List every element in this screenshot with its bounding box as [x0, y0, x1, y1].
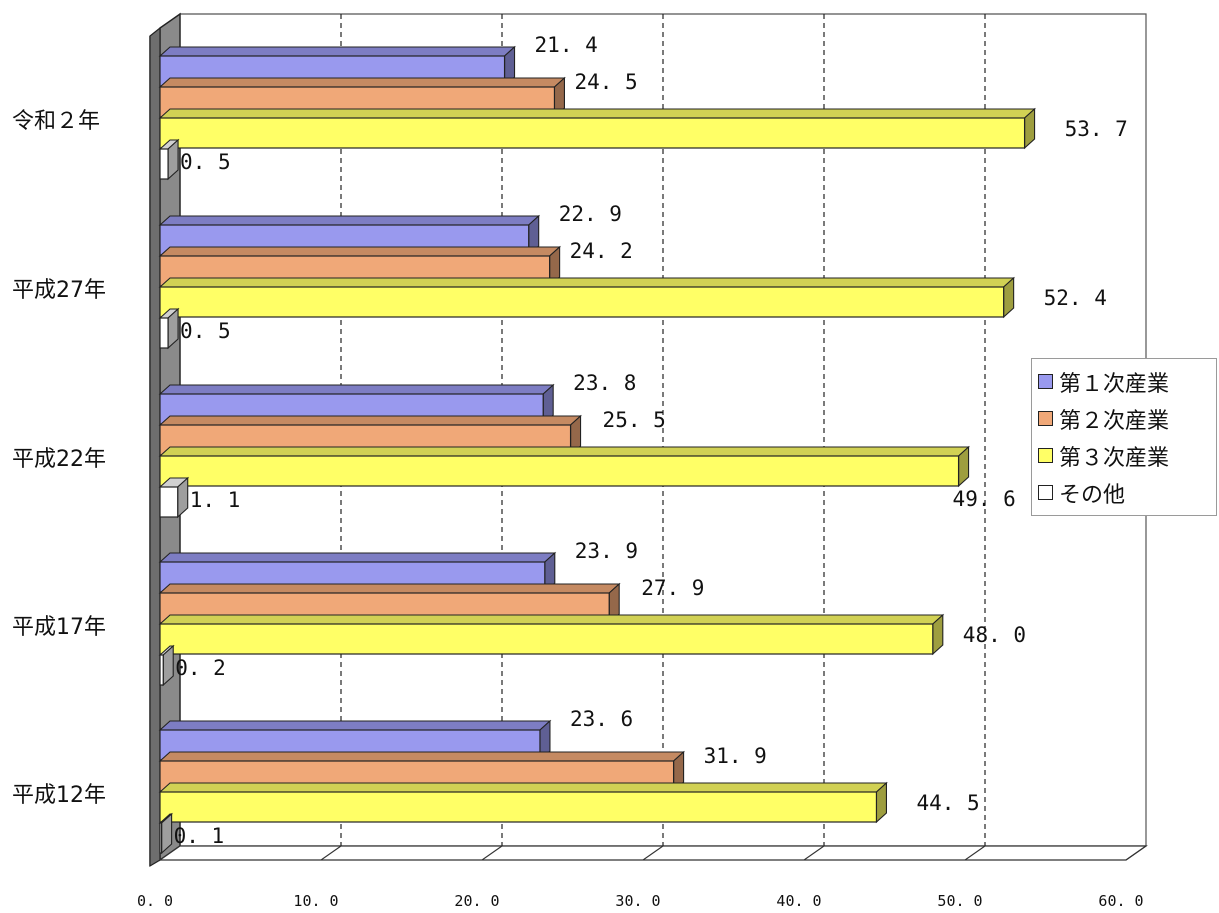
data-label: 0. 1: [174, 824, 225, 848]
bar: [159, 317, 169, 349]
data-labels: 21. 4 24. 5 53. 7 0. 5 22. 9 24. 2 52. 4 0. 5 23…: [174, 33, 1128, 848]
category-label: 平成22年: [12, 447, 106, 472]
side-wall-face: [149, 26, 161, 868]
bar-top-face: [158, 277, 1016, 288]
legend-item-other: その他: [1038, 474, 1216, 511]
data-label: 23. 9: [575, 539, 638, 563]
bar-top-face: [158, 415, 582, 426]
x-tick-label: 60. 0: [1098, 892, 1143, 910]
x-tick-label: 0. 0: [137, 892, 173, 910]
data-label: 0. 5: [180, 319, 231, 343]
data-label: 49. 6: [953, 487, 1016, 511]
data-label: 0. 5: [180, 150, 231, 174]
bar-top-face: [158, 108, 1037, 119]
data-label: 0. 2: [175, 656, 226, 680]
floor-tick-line: [964, 845, 986, 861]
bar-top-face: [158, 583, 621, 594]
bar: [159, 148, 169, 180]
floor-tick-line: [1125, 845, 1147, 861]
floor-tick-line: [320, 845, 342, 861]
legend-item-secondary-industry: 第２次産業: [1038, 400, 1216, 437]
data-label: 24. 2: [570, 239, 633, 263]
legend-label: 第２次産業: [1059, 408, 1170, 434]
x-tick-label: 10. 0: [293, 892, 338, 910]
data-label: 25. 5: [603, 408, 666, 432]
legend-swatch: [1038, 448, 1053, 463]
bar-top-face: [158, 46, 516, 57]
bar: [159, 822, 163, 854]
category-label: 平成27年: [12, 278, 106, 303]
x-tick-label: 50. 0: [937, 892, 982, 910]
bar: [159, 791, 878, 823]
x-tick-label: 40. 0: [776, 892, 821, 910]
bar-top-face: [158, 246, 562, 257]
legend-label: 第１次産業: [1059, 371, 1170, 397]
bar-top-face: [158, 384, 555, 395]
legend-label: その他: [1059, 482, 1126, 508]
bar: [159, 286, 1005, 318]
data-label: 52. 4: [1044, 286, 1107, 310]
x-axis-ticks: 0. 0 10. 0 20. 0 30. 0 40. 0 50. 0 60. 0: [137, 892, 1144, 910]
bar-top-face: [158, 552, 557, 563]
data-label: 24. 5: [574, 70, 637, 94]
legend-label: 第３次産業: [1059, 445, 1170, 471]
bar-top-face: [158, 720, 552, 731]
data-label: 23. 8: [573, 371, 636, 395]
bar: [159, 654, 164, 686]
legend-item-tertiary-industry: 第３次産業: [1038, 437, 1216, 474]
floor-tick-line: [803, 845, 825, 861]
data-label: 21. 4: [535, 33, 598, 57]
bar: [159, 117, 1026, 149]
legend-swatch: [1038, 374, 1053, 389]
category-label: 令和２年: [12, 109, 100, 134]
data-label: 23. 6: [570, 707, 633, 731]
legend: 第１次産業 第２次産業 第３次産業 その他: [1031, 358, 1217, 516]
bar: [159, 623, 934, 655]
bar: [159, 486, 179, 518]
data-label: 44. 5: [916, 791, 979, 815]
legend-item-primary-industry: 第１次産業: [1038, 363, 1216, 400]
data-label: 1. 1: [190, 488, 241, 512]
bar-top-face: [158, 215, 541, 226]
legend-swatch: [1038, 485, 1053, 500]
category-label: 平成12年: [12, 783, 106, 808]
bar-top-face: [158, 614, 945, 625]
legend-swatch: [1038, 411, 1053, 426]
data-label: 27. 9: [641, 576, 704, 600]
floor-tick-line: [481, 845, 503, 861]
x-tick-label: 20. 0: [454, 892, 499, 910]
bar-top-face: [158, 77, 566, 88]
floor-tick-line: [642, 845, 664, 861]
data-label: 31. 9: [704, 744, 767, 768]
bar: [159, 455, 960, 487]
x-tick-label: 30. 0: [615, 892, 660, 910]
bars: [158, 45, 1037, 855]
bar-top-face: [158, 751, 686, 762]
bar-top-face: [158, 446, 970, 457]
data-label: 48. 0: [963, 623, 1026, 647]
data-label: 22. 9: [559, 202, 622, 226]
bar-top-face: [158, 782, 888, 793]
data-label: 53. 7: [1065, 117, 1128, 141]
category-label: 平成17年: [12, 615, 106, 640]
